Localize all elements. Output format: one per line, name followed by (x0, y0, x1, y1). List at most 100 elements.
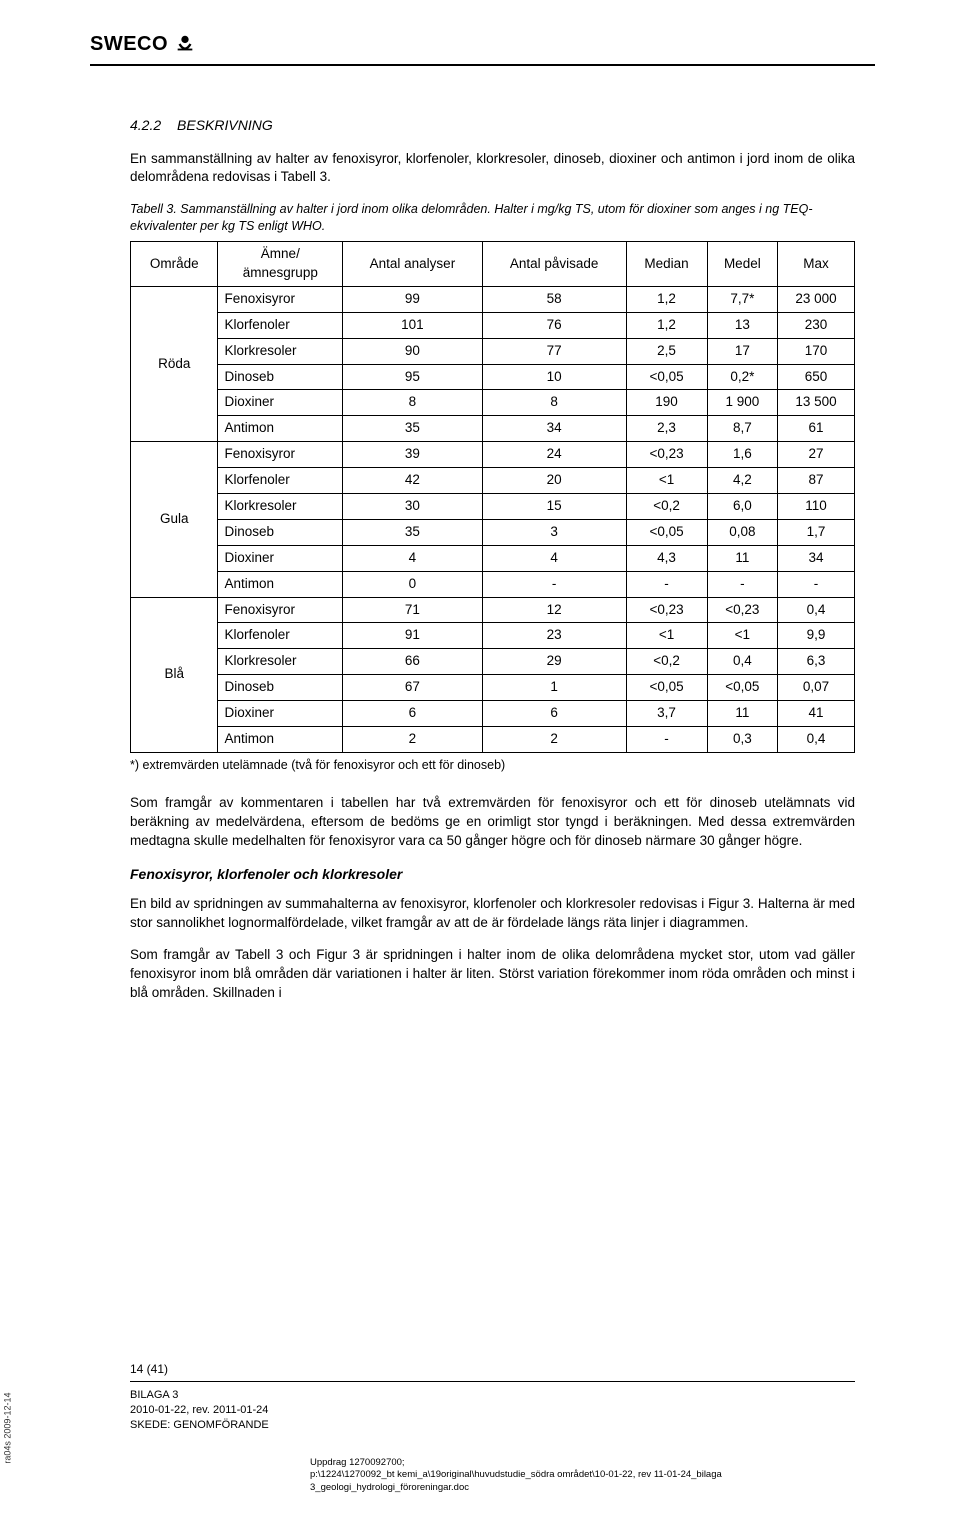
table-cell: Klorkresoler (218, 649, 343, 675)
table-cell: 20 (482, 468, 626, 494)
table-cell: 4,3 (626, 545, 707, 571)
table-cell: 0,4 (778, 597, 855, 623)
table-cell: <0,2 (626, 494, 707, 520)
table-cell: 2 (343, 727, 483, 753)
table-cell: Dioxiner (218, 390, 343, 416)
table-cell: - (778, 571, 855, 597)
table-cell: Klorfenoler (218, 468, 343, 494)
table-cell: Antimon (218, 571, 343, 597)
table-body: RödaFenoxisyror99581,27,7*23 000Klorfeno… (131, 286, 855, 752)
section-heading: 4.2.2 BESKRIVNING (130, 116, 855, 136)
table-cell: Klorkresoler (218, 494, 343, 520)
footer-line1: BILAGA 3 (130, 1388, 855, 1403)
table-cell: 11 (707, 545, 777, 571)
table-cell: 30 (343, 494, 483, 520)
table-col-header: Område (131, 242, 218, 287)
table-col-header: Ämne/ämnesgrupp (218, 242, 343, 287)
table-cell: 29 (482, 649, 626, 675)
table-caption: Tabell 3. Sammanställning av halter i jo… (130, 201, 855, 235)
table-row: Dinoseb671<0,05<0,050,07 (131, 675, 855, 701)
table-cell: 101 (343, 312, 483, 338)
table-cell: Antimon (218, 727, 343, 753)
table-cell: 91 (343, 623, 483, 649)
table-cell: - (626, 727, 707, 753)
table-cell: - (482, 571, 626, 597)
footer-path-label: Uppdrag 1270092700; (310, 1457, 855, 1469)
table-row: Klorkresoler6629<0,20,46,3 (131, 649, 855, 675)
footer-line2: 2010-01-22, rev. 2011-01-24 (130, 1403, 855, 1418)
table-row: Dinoseb353<0,050,081,7 (131, 519, 855, 545)
table-cell: <0,23 (626, 597, 707, 623)
table-cell: <0,05 (626, 519, 707, 545)
table-cell: Fenoxisyror (218, 442, 343, 468)
table-cell: 11 (707, 701, 777, 727)
table-cell: <1 (626, 623, 707, 649)
table-cell: 1 900 (707, 390, 777, 416)
table-cell: Fenoxisyror (218, 597, 343, 623)
table-col-header: Medel (707, 242, 777, 287)
table-cell: 66 (343, 649, 483, 675)
table-cell: 6 (343, 701, 483, 727)
table-cell: 8,7 (707, 416, 777, 442)
table-cell: 1,6 (707, 442, 777, 468)
table-cell: 34 (778, 545, 855, 571)
table-row: Klorkresoler90772,517170 (131, 338, 855, 364)
table-cell: 58 (482, 286, 626, 312)
footer-path: p:\1224\1270092_bt kemi_a\19original\huv… (310, 1469, 855, 1494)
table-cell: 1 (482, 675, 626, 701)
table-cell: 2 (482, 727, 626, 753)
table-cell: 0 (343, 571, 483, 597)
table-cell: 27 (778, 442, 855, 468)
table-cell: 230 (778, 312, 855, 338)
table-row: Antimon0---- (131, 571, 855, 597)
table-cell: 13 (707, 312, 777, 338)
table-cell: 1,2 (626, 312, 707, 338)
table-cell: 0,08 (707, 519, 777, 545)
footer-line3: SKEDE: GENOMFÖRANDE (130, 1418, 855, 1433)
table-cell: <1 (626, 468, 707, 494)
logo-text: SWECO (90, 30, 168, 58)
table-cell: 77 (482, 338, 626, 364)
table-cell: 67 (343, 675, 483, 701)
table-col-header: Antal påvisade (482, 242, 626, 287)
table-cell: 650 (778, 364, 855, 390)
table-cell: 8 (482, 390, 626, 416)
table-cell: 23 (482, 623, 626, 649)
table-cell: <0,05 (626, 364, 707, 390)
table-cell: - (626, 571, 707, 597)
table-cell: Dinoseb (218, 519, 343, 545)
table-cell: 34 (482, 416, 626, 442)
table-col-header: Max (778, 242, 855, 287)
table-cell: Fenoxisyror (218, 286, 343, 312)
table-cell: 24 (482, 442, 626, 468)
table-cell: 8 (343, 390, 483, 416)
body-p1: Som framgår av kommentaren i tabellen ha… (130, 794, 855, 851)
data-table: OmrådeÄmne/ämnesgruppAntal analyserAntal… (130, 241, 855, 753)
table-row: Dioxiner881901 90013 500 (131, 390, 855, 416)
table-cell: <0,2 (626, 649, 707, 675)
table-cell: 0,4 (778, 727, 855, 753)
table-row: Dioxiner663,71141 (131, 701, 855, 727)
table-col-header: Antal analyser (343, 242, 483, 287)
table-cell: 190 (626, 390, 707, 416)
table-cell: 23 000 (778, 286, 855, 312)
section-number: 4.2.2 (130, 116, 161, 136)
table-cell: 42 (343, 468, 483, 494)
table-cell: 71 (343, 597, 483, 623)
area-cell: Blå (131, 597, 218, 752)
table-cell: 90 (343, 338, 483, 364)
table-row: Klorkresoler3015<0,26,0110 (131, 494, 855, 520)
area-cell: Röda (131, 286, 218, 441)
table-cell: 3,7 (626, 701, 707, 727)
table-row: Klorfenoler101761,213230 (131, 312, 855, 338)
body-p2: En bild av spridningen av summahalterna … (130, 895, 855, 933)
table-cell: Klorkresoler (218, 338, 343, 364)
table-cell: Dioxiner (218, 701, 343, 727)
table-cell: 95 (343, 364, 483, 390)
page-number: 14 (41) (130, 1361, 855, 1378)
table-cell: 170 (778, 338, 855, 364)
table-cell: 0,2* (707, 364, 777, 390)
table-row: Dioxiner444,31134 (131, 545, 855, 571)
table-cell: 61 (778, 416, 855, 442)
table-cell: 110 (778, 494, 855, 520)
